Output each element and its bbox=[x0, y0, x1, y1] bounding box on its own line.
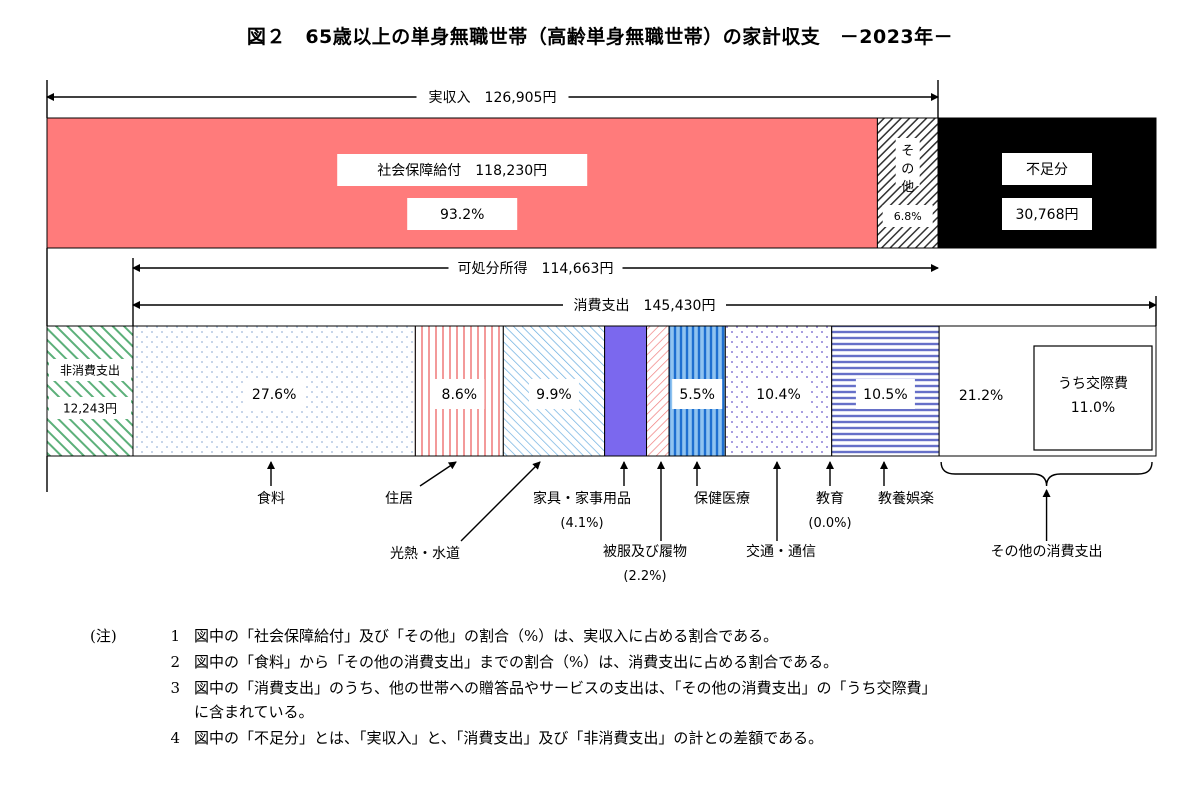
social-security-label: 社会保障給付 118,230円 bbox=[377, 163, 547, 179]
bar-clothing bbox=[646, 325, 670, 457]
bar-clothing-name: 被服及び履物 bbox=[603, 544, 687, 560]
bar-medical-name: 保健医療 bbox=[694, 490, 750, 507]
income-other-name-bg bbox=[895, 138, 920, 186]
disposable-span-label-bg bbox=[448, 258, 623, 278]
income-other-name-char: の bbox=[901, 162, 914, 177]
social-security-pct: 93.2% bbox=[440, 207, 484, 223]
sub-item-name: うち交際費 bbox=[1058, 375, 1128, 392]
bar-utilities-pointer bbox=[460, 461, 541, 542]
bar-clothing-sub: (2.2%) bbox=[623, 569, 666, 584]
income-span-label-bg bbox=[416, 87, 569, 107]
sub-item-box bbox=[1033, 345, 1153, 451]
bar-medical-pct: 5.5% bbox=[679, 387, 715, 403]
bar-food-name: 食料 bbox=[257, 490, 285, 507]
non-consumption-value: 12,243円 bbox=[63, 401, 117, 415]
bar-non-consumption bbox=[46, 325, 134, 457]
bar-medical-pct-box bbox=[672, 379, 723, 409]
note-number: 2 bbox=[170, 653, 180, 671]
bar-culture-pct-box bbox=[855, 379, 915, 409]
other-consumption-brace bbox=[940, 461, 1153, 487]
bar-housing-pct: 8.6% bbox=[442, 387, 478, 403]
bar-housing-pointer bbox=[419, 461, 457, 487]
social-security-pct-box bbox=[407, 198, 518, 230]
bar-utilities-pct: 9.9% bbox=[536, 387, 572, 403]
income-span-label: 実収入 126,905円 bbox=[429, 90, 557, 106]
other-consumption-name: その他の消費支出 bbox=[991, 544, 1103, 560]
bar-food-pct-box bbox=[244, 379, 304, 409]
disposable-span-label: 可処分所得 114,663円 bbox=[458, 260, 614, 277]
other-consumption-pct: 21.2% bbox=[959, 388, 1003, 404]
non-consumption-label-box bbox=[49, 359, 131, 381]
bar-education-sub: (0.0%) bbox=[808, 516, 851, 531]
note-text: 図中の「社会保障給付」及び「その他」の割合（%）は、実収入に占める割合である。 bbox=[194, 627, 779, 645]
non-consumption-label: 非消費支出 bbox=[60, 362, 120, 377]
note-number: 4 bbox=[170, 729, 180, 747]
bar-transport-name: 交通・通信 bbox=[746, 543, 816, 560]
bar-furniture-name: 家具・家事用品 bbox=[533, 490, 631, 507]
notes-head: (注) bbox=[90, 627, 117, 645]
income-other-pct-box bbox=[882, 205, 933, 227]
income-other-pct: 6.8% bbox=[894, 210, 922, 223]
non-consumption-value-box bbox=[49, 397, 131, 419]
bar-furniture bbox=[604, 325, 648, 457]
bar-transport-pct: 10.4% bbox=[756, 387, 800, 403]
deficit-value-box bbox=[1002, 198, 1092, 230]
chart-title: 図２ 65歳以上の単身無職世帯（高齢単身無職世帯）の家計収支 －2023年－ bbox=[246, 26, 954, 48]
bar-utilities-name: 光熱・水道 bbox=[390, 546, 460, 562]
deficit-label: 不足分 bbox=[1026, 162, 1068, 178]
social-security-label-box bbox=[337, 154, 588, 186]
bar-transport-pct-box bbox=[749, 379, 809, 409]
note-text: 図中の「不足分」とは、「実収入」と、「消費支出」及び「非消費支出」の計との差額で… bbox=[194, 729, 824, 747]
sub-item-pct: 11.0% bbox=[1071, 400, 1115, 416]
deficit-value: 30,768円 bbox=[1016, 207, 1079, 223]
note-text: 図中の「食料」から「その他の消費支出」までの割合（%）は、消費支出に占める割合で… bbox=[194, 653, 839, 671]
bar-utilities-pct-box bbox=[528, 379, 579, 409]
bar-food-pct: 27.6% bbox=[252, 387, 296, 403]
income-other-name-char: 他 bbox=[901, 180, 914, 195]
consumption-span-label-bg bbox=[563, 295, 726, 315]
bar-culture-name: 教養娯楽 bbox=[878, 490, 934, 507]
note-number: 3 bbox=[170, 679, 180, 697]
consumption-span-label: 消費支出 145,430円 bbox=[574, 298, 716, 314]
income-other-name-char: そ bbox=[901, 144, 914, 159]
bar-furniture-sub: (4.1%) bbox=[560, 516, 603, 531]
note-number: 1 bbox=[170, 627, 180, 645]
deficit-label-box bbox=[1002, 153, 1092, 185]
bar-housing-name: 住居 bbox=[385, 491, 413, 507]
bar-housing-pct-box bbox=[434, 379, 485, 409]
bar-culture-pct: 10.5% bbox=[863, 387, 907, 403]
note-text: に含まれている。 bbox=[194, 703, 314, 721]
bar-education-name: 教育 bbox=[816, 491, 844, 507]
note-text: 図中の「消費支出」のうち、他の世帯への贈答品やサービスの支出は、「その他の消費支… bbox=[194, 679, 937, 697]
